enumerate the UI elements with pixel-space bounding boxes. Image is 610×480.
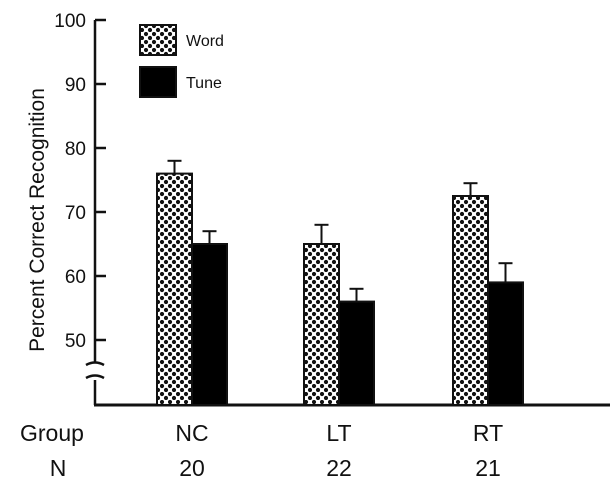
bar-tune-nc [191, 243, 228, 406]
n-value-lt: 22 [326, 455, 352, 480]
category-label-lt: LT [326, 420, 351, 446]
bar-tune-lt [338, 300, 375, 407]
y-tick-label-90: 90 [65, 75, 86, 96]
legend-label-tune: Tune [186, 75, 222, 92]
y-tick-label-60: 60 [65, 267, 86, 288]
legend-label-word: Word [186, 33, 224, 50]
y-axis: 50 60 70 80 90 100 [54, 11, 106, 405]
y-tick-label-80: 80 [65, 139, 86, 160]
y-tick-label-100: 100 [54, 11, 86, 32]
bar-tune-rt [487, 281, 524, 406]
legend-swatch-tune [139, 66, 177, 98]
legend: Word Tune [139, 24, 224, 98]
bar-word-rt [452, 195, 489, 406]
axis-break-mark-1 [85, 361, 105, 367]
n-value-rt: 21 [475, 455, 501, 480]
group-axis-label: Group [20, 420, 84, 446]
n-value-nc: 20 [179, 455, 205, 480]
y-axis-title: Percent Correct Recognition [26, 88, 49, 352]
category-label-nc: NC [175, 420, 208, 446]
n-axis-label: N [50, 455, 67, 480]
y-tick-label-70: 70 [65, 203, 86, 224]
category-label-rt: RT [473, 420, 503, 446]
axis-break-mark-2 [85, 374, 105, 380]
bars [156, 159, 524, 407]
bar-word-nc [156, 172, 193, 406]
legend-swatch-word [139, 24, 177, 56]
y-tick-label-50: 50 [65, 331, 86, 352]
bar-word-lt [303, 243, 340, 406]
